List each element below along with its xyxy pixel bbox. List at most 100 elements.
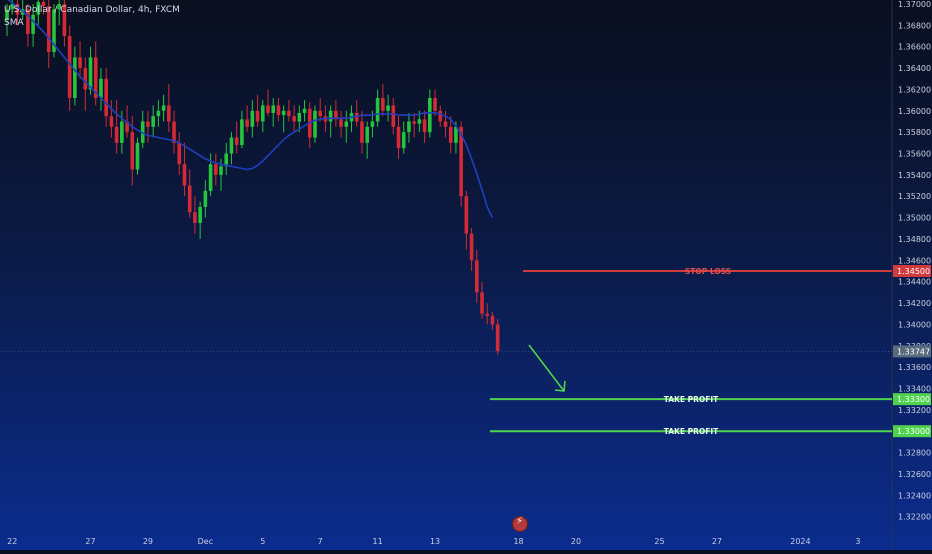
x-tick-label: 20 xyxy=(571,537,581,546)
candle-body xyxy=(229,137,234,154)
candle-body xyxy=(339,119,343,127)
candle-body xyxy=(10,4,15,10)
candle-body xyxy=(480,292,484,314)
candle-body xyxy=(88,57,93,90)
candle-body xyxy=(443,121,448,127)
candle-body xyxy=(130,132,135,170)
y-tick-label: 1.35200 xyxy=(898,192,931,201)
candle-body xyxy=(214,164,218,175)
candle-body xyxy=(255,110,260,122)
candle-body xyxy=(99,78,103,98)
candle-body xyxy=(219,166,223,175)
y-tick-label: 1.34200 xyxy=(898,299,931,308)
candle-body xyxy=(41,1,46,7)
candle-body xyxy=(250,110,255,127)
level-price-tag-text: 1.33300 xyxy=(897,395,930,404)
candle-body xyxy=(391,105,396,127)
y-tick-label: 1.32200 xyxy=(898,513,931,522)
candle-body xyxy=(198,206,202,223)
candle-body xyxy=(428,97,432,133)
candle-body xyxy=(354,112,359,122)
candle-body xyxy=(407,121,411,133)
candle-body xyxy=(422,119,427,133)
y-tick-label: 1.35000 xyxy=(898,214,931,223)
candle-body xyxy=(208,164,213,191)
candle-body xyxy=(120,121,124,143)
candle-body xyxy=(104,78,108,117)
stop-loss-label: STOP LOSS xyxy=(685,267,731,276)
candle-body xyxy=(375,97,380,122)
y-tick-label: 1.36600 xyxy=(898,43,931,52)
candle-body xyxy=(167,105,171,122)
candle-body xyxy=(292,116,296,122)
y-tick-label: 1.34800 xyxy=(898,235,931,244)
candle-body xyxy=(464,196,469,234)
y-tick-label: 1.33400 xyxy=(898,384,931,393)
y-tick-label: 1.35600 xyxy=(898,150,931,159)
candle-body xyxy=(287,110,291,117)
candle-body xyxy=(386,105,390,111)
y-tick-label: 1.33600 xyxy=(898,363,931,372)
x-tick-label: 22 xyxy=(7,537,17,546)
candle-body xyxy=(469,233,474,261)
y-tick-label: 1.32600 xyxy=(898,470,931,479)
candle-body xyxy=(240,119,244,145)
candle-body xyxy=(73,57,77,98)
candle-body xyxy=(360,121,364,143)
x-tick-label: 25 xyxy=(654,537,664,546)
candle-body xyxy=(417,119,422,124)
y-tick-label: 1.33200 xyxy=(898,406,931,415)
x-tick-label: 27 xyxy=(85,537,95,546)
candle-body xyxy=(203,190,208,207)
candle-body xyxy=(52,9,56,53)
candle-body xyxy=(433,97,437,111)
y-tick-label: 1.35400 xyxy=(898,171,931,180)
candle-body xyxy=(31,14,35,34)
x-tick-label: Dec xyxy=(198,537,213,546)
candle-body xyxy=(146,121,150,127)
current-price-tag-text: 1.33747 xyxy=(897,347,930,356)
candle-body xyxy=(281,110,286,116)
candle-body xyxy=(260,105,265,122)
candle-body xyxy=(193,212,197,223)
candle-body xyxy=(266,105,270,113)
candle-body xyxy=(297,112,302,122)
candle-body xyxy=(328,110,333,122)
candle-body xyxy=(83,68,88,90)
candle-body xyxy=(276,105,281,116)
candle-body xyxy=(125,121,129,133)
candle-body xyxy=(318,110,322,117)
candle-body xyxy=(5,9,9,21)
candle-body xyxy=(475,260,479,293)
y-tick-label: 1.32400 xyxy=(898,491,931,500)
candle-body xyxy=(454,126,458,143)
candle-body xyxy=(401,132,406,149)
level-price-tag-text: 1.34500 xyxy=(897,267,930,276)
candle-body xyxy=(156,110,161,117)
candle-body xyxy=(302,108,307,113)
x-tick-label: 5 xyxy=(260,537,265,546)
current-price-tag xyxy=(893,345,931,358)
y-tick-label: 1.36000 xyxy=(898,107,931,116)
x-tick-label: 27 xyxy=(712,537,722,546)
candle-body xyxy=(172,121,176,143)
y-tick-label: 1.34400 xyxy=(898,278,931,287)
x-tick-label: 11 xyxy=(373,537,383,546)
x-tick-label: 18 xyxy=(513,537,523,546)
y-tick-label: 1.35800 xyxy=(898,128,931,137)
y-tick-label: 1.32800 xyxy=(898,449,931,458)
candle-body xyxy=(344,121,349,127)
candle-body xyxy=(151,116,155,127)
candle-body xyxy=(370,121,375,127)
y-tick-label: 1.37000 xyxy=(898,0,931,9)
sma-line xyxy=(7,0,494,218)
level-price-tag-text: 1.33000 xyxy=(897,427,930,436)
candle-body xyxy=(495,324,500,352)
x-tick-label: 7 xyxy=(318,537,323,546)
candle-body xyxy=(135,142,140,170)
candle-body xyxy=(365,126,369,143)
take-profit-label: TAKE PROFIT xyxy=(664,427,719,436)
candle-body xyxy=(67,36,72,98)
